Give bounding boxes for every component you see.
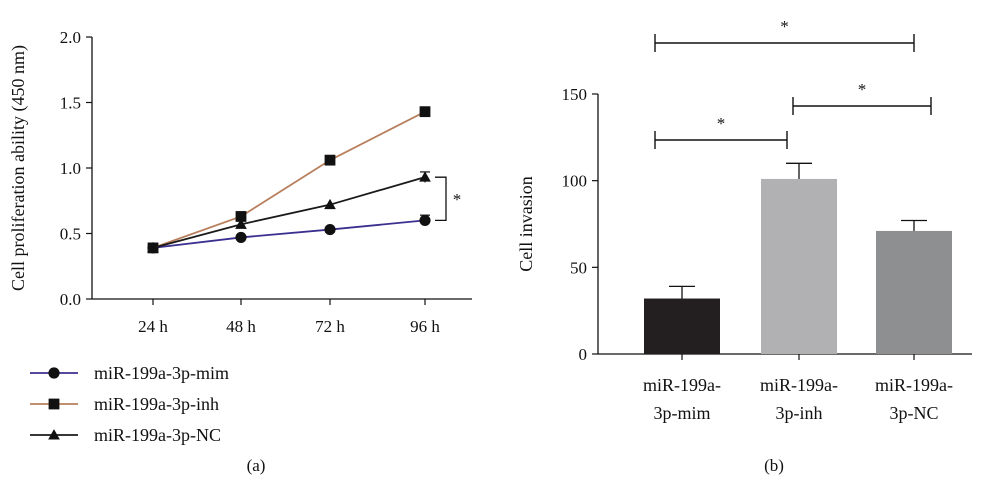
legend-marker-1 [48, 398, 60, 410]
x-tick-label-a: 48 h [226, 317, 256, 336]
bar [644, 298, 720, 354]
y-tick-label-a: 2.0 [60, 28, 81, 47]
legend-marker-0 [48, 367, 60, 379]
x-tick-label-b: miR-199a- [643, 375, 721, 395]
data-point-1 [235, 211, 247, 222]
bar [876, 230, 952, 354]
y-tick-label-a: 0.0 [60, 290, 81, 309]
data-point-0 [235, 231, 247, 244]
y-tick-label-a: 1.5 [60, 94, 81, 113]
legend-marker-2 [48, 429, 60, 440]
data-point-1 [324, 154, 336, 166]
data-point-2 [419, 171, 431, 182]
y-tick-label-b: 0 [579, 345, 588, 364]
x-tick-label-b: 3p-NC [890, 403, 939, 423]
bar [761, 178, 837, 354]
data-point-0 [324, 223, 336, 236]
x-tick-label-b: 3p-mim [654, 403, 711, 423]
data-point-2 [324, 198, 336, 210]
x-tick-label-b: miR-199a- [760, 375, 838, 395]
y-tick-label-b: 100 [562, 172, 588, 191]
y-tick-label-a: 1.0 [60, 159, 81, 178]
data-point-1 [419, 106, 431, 118]
series-line-0 [152, 219, 426, 249]
series-line-1 [152, 110, 426, 249]
significance-star-a: * [453, 190, 462, 209]
y-axis-label-b: Cell invasion [516, 176, 536, 272]
y-axis-label-a: Cell proliferation ability (450 nm) [8, 45, 29, 291]
x-tick-label-a: 72 h [315, 317, 345, 336]
y-tick-label-b: 50 [570, 258, 587, 277]
panel-label-b: (b) [764, 456, 784, 475]
series-line-2 [152, 176, 426, 249]
x-tick-label-b: miR-199a- [875, 375, 953, 395]
panel-label-a: (a) [247, 456, 266, 475]
y-tick-label-b: 150 [562, 85, 588, 104]
x-tick-label-a: 24 h [138, 317, 168, 336]
x-tick-label-b: 3p-inh [776, 403, 823, 423]
data-point-2 [235, 218, 247, 229]
significance-star-b: * [780, 17, 789, 36]
data-point-0 [419, 214, 431, 226]
significance-star-b: * [858, 80, 867, 99]
y-tick-label-a: 0.5 [60, 225, 81, 244]
legend-label-0: miR-199a-3p-mim [94, 363, 229, 383]
significance-bracket-a [435, 176, 447, 222]
legend-label-2: miR-199a-3p-NC [94, 425, 221, 445]
x-tick-label-a: 96 h [410, 317, 440, 336]
significance-star-b: * [717, 114, 726, 133]
legend-label-1: miR-199a-3p-inh [94, 394, 219, 414]
data-point-2 [147, 242, 159, 253]
